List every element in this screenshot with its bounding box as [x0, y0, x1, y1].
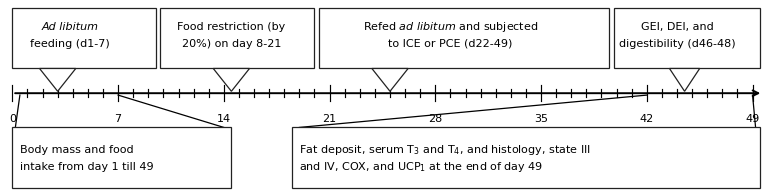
Polygon shape: [161, 8, 314, 68]
Text: Body mass and food: Body mass and food: [20, 145, 133, 155]
Polygon shape: [319, 8, 609, 68]
Text: digestibility (d46-48): digestibility (d46-48): [619, 39, 736, 49]
Text: and IV, COX, and UCP$_1$ at the end of day 49: and IV, COX, and UCP$_1$ at the end of d…: [300, 160, 544, 174]
Polygon shape: [614, 8, 760, 68]
Text: 21: 21: [322, 114, 337, 124]
Text: Fat deposit, serum T$_3$ and T$_4$, and histology, state III: Fat deposit, serum T$_3$ and T$_4$, and …: [300, 143, 591, 157]
Polygon shape: [12, 8, 156, 68]
Text: GEI, DEI, and: GEI, DEI, and: [640, 22, 714, 32]
Polygon shape: [40, 68, 76, 91]
Text: feeding (d1-7): feeding (d1-7): [30, 39, 110, 49]
Text: to ICE or PCE (d22-49): to ICE or PCE (d22-49): [388, 39, 512, 49]
Polygon shape: [669, 68, 700, 91]
Text: Ad libitum: Ad libitum: [41, 22, 98, 32]
Text: intake from day 1 till 49: intake from day 1 till 49: [20, 162, 154, 172]
Text: Food restriction (by: Food restriction (by: [177, 22, 285, 32]
Polygon shape: [372, 68, 408, 91]
Polygon shape: [292, 127, 760, 188]
Text: 7: 7: [115, 114, 122, 124]
Text: 35: 35: [534, 114, 548, 124]
Text: 49: 49: [746, 114, 760, 124]
Text: Refed $\mathit{ad\ libitum}$ and subjected: Refed $\mathit{ad\ libitum}$ and subject…: [363, 20, 538, 34]
Text: 0: 0: [9, 114, 16, 124]
Text: 28: 28: [428, 114, 442, 124]
Polygon shape: [213, 68, 250, 91]
Polygon shape: [12, 127, 232, 188]
Text: 20%) on day 8-21: 20%) on day 8-21: [182, 39, 281, 49]
Text: 14: 14: [217, 114, 231, 124]
Text: 42: 42: [640, 114, 654, 124]
